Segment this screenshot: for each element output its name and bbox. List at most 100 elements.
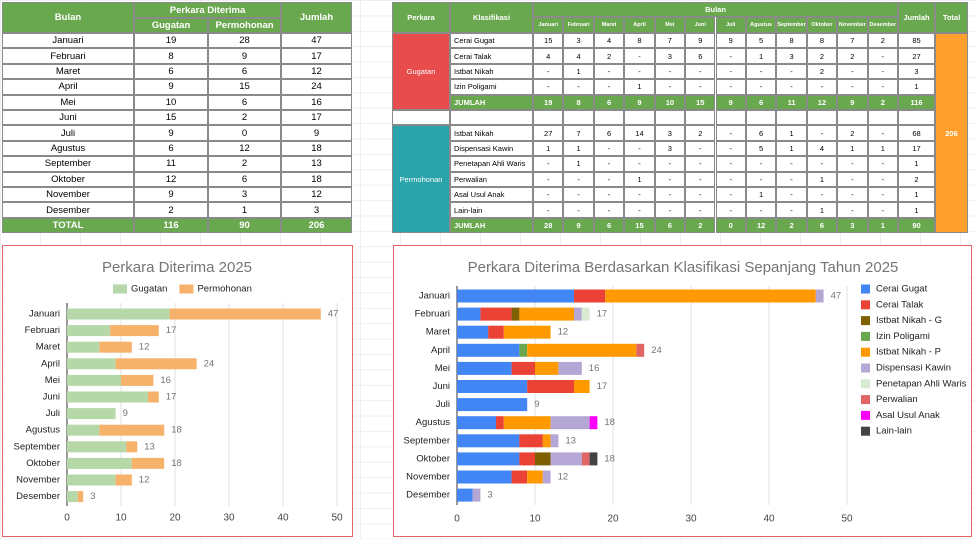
- bar-segment: [131, 457, 165, 469]
- table-cell: 1: [806, 202, 838, 218]
- bar-segment: [457, 488, 473, 502]
- table-cell: 2: [134, 202, 208, 218]
- x-tick-label: 50: [331, 513, 343, 524]
- legend-swatch: [861, 363, 870, 373]
- table-cell: -: [837, 171, 868, 187]
- total-label: 9: [123, 408, 128, 419]
- bar-segment: [457, 361, 512, 375]
- header-cell: November: [837, 17, 868, 33]
- header-cell: Oktober: [806, 17, 838, 33]
- legend-label: Cerai Gugat: [876, 284, 928, 295]
- table-cell: 2: [837, 48, 868, 64]
- summary-cell: 15: [624, 217, 655, 234]
- bar-segment: [67, 441, 127, 453]
- bar-segment: [558, 361, 582, 375]
- table-cell: 3: [654, 125, 686, 141]
- table-cell: Agustus: [2, 140, 134, 157]
- total-cell: 206: [281, 217, 352, 234]
- legend-swatch: [179, 284, 194, 294]
- bar-segment: [67, 358, 116, 370]
- total-label: 12: [139, 342, 150, 353]
- total-cell: 90: [208, 217, 281, 234]
- table-cell: 7: [654, 33, 686, 49]
- legend-swatch: [861, 379, 870, 389]
- x-tick-label: 0: [454, 514, 460, 525]
- header-cell: Jumlah: [898, 2, 935, 33]
- table-cell: -: [533, 156, 564, 172]
- empty-cell: [533, 110, 564, 126]
- table-cell: -: [624, 63, 655, 80]
- total-label: 3: [487, 490, 492, 501]
- legend-swatch: [861, 426, 870, 436]
- table-cell: -: [776, 171, 807, 187]
- table-cell: 1: [624, 79, 655, 95]
- table-cell: 2: [837, 125, 868, 141]
- legend-swatch: [861, 316, 870, 326]
- x-tick-label: 20: [169, 513, 181, 524]
- legend-label: Perwalian: [876, 394, 918, 405]
- bar-segment: [67, 308, 170, 320]
- table-cell: -: [685, 140, 716, 157]
- table-cell: 18: [281, 171, 352, 187]
- table-cell: -: [867, 48, 898, 64]
- table-cell: 1: [776, 125, 807, 141]
- summary-cell: 116: [898, 94, 935, 110]
- empty-cell: [624, 110, 655, 126]
- total-label: 16: [589, 363, 600, 374]
- summary-cell: 90: [898, 217, 935, 234]
- bar-segment: [457, 434, 520, 448]
- legend-label: Gugatan: [131, 284, 167, 295]
- y-tick-label: Desember: [406, 490, 450, 501]
- summary-cell: 2: [776, 217, 807, 234]
- bar-segment: [511, 470, 528, 484]
- y-tick-label: Mei: [45, 375, 60, 386]
- empty-cell: [563, 110, 594, 126]
- bar-segment: [527, 380, 574, 393]
- table-cell: 6: [685, 48, 716, 64]
- header-cell: Klasifikasi: [450, 2, 533, 33]
- table-cell: Penetapan Ahli Waris: [450, 156, 533, 172]
- x-tick-label: 30: [223, 513, 235, 524]
- x-tick-label: 0: [64, 513, 70, 524]
- table-cell: -: [533, 79, 564, 95]
- header-cell: Perkara Diterima: [134, 2, 281, 18]
- table-cell: Januari: [2, 33, 134, 49]
- table-cell: -: [685, 171, 716, 187]
- table-cell: 1: [837, 140, 868, 157]
- total-label: 18: [604, 417, 615, 428]
- table-cell: September: [2, 156, 134, 172]
- table-cell: 1: [563, 63, 594, 80]
- table-cell: 12: [281, 187, 352, 203]
- summary-cell: 9: [837, 94, 868, 110]
- bar-segment: [457, 416, 496, 430]
- table-cell: 9: [208, 48, 281, 64]
- table-cell: Maret: [2, 63, 134, 80]
- table-cell: 4: [533, 48, 564, 64]
- table-cell: 6: [134, 140, 208, 157]
- table-cell: Cerai Talak: [450, 48, 533, 64]
- table-cell: -: [685, 156, 716, 172]
- empty-cell: [715, 110, 746, 126]
- table-cell: Cerai Gugat: [450, 33, 533, 49]
- table-cell: 8: [134, 48, 208, 64]
- table-cell: -: [837, 202, 868, 218]
- y-tick-label: Juli: [436, 399, 450, 410]
- bar-segment: [589, 452, 598, 466]
- table-cell: -: [745, 202, 777, 218]
- table-cell: -: [715, 140, 746, 157]
- legend-swatch: [113, 284, 127, 294]
- empty-cell: [593, 110, 625, 126]
- table-cell: 8: [806, 33, 838, 49]
- legend-label: Permohonan: [197, 284, 251, 295]
- table-cell: -: [837, 63, 868, 80]
- summary-cell: 28: [533, 217, 564, 234]
- y-tick-label: November: [406, 472, 450, 483]
- table-cell: -: [806, 187, 838, 203]
- bar-segment: [542, 434, 551, 448]
- summary-cell: 9: [715, 94, 746, 110]
- empty-cell: [837, 110, 868, 126]
- bar-segment: [99, 424, 165, 436]
- table-cell: 3: [208, 187, 281, 203]
- table-cell: -: [624, 202, 655, 218]
